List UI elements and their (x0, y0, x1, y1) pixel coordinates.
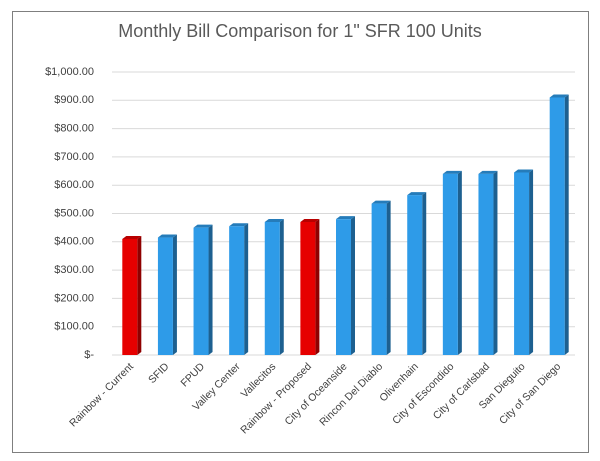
bar (157, 237, 173, 355)
bar-side (279, 218, 284, 355)
bar-top (193, 224, 213, 228)
bar-side (493, 170, 498, 355)
y-tick-label: $500.00 (54, 207, 94, 219)
bar (514, 172, 530, 355)
y-tick-label: $- (84, 349, 94, 361)
bar (442, 173, 458, 355)
y-tick-label: $1,000.00 (45, 66, 94, 78)
bar-top (442, 170, 462, 174)
bar-top (229, 223, 249, 227)
bar-side (315, 218, 320, 355)
bar-top (300, 218, 320, 222)
bar-top (478, 170, 498, 174)
y-tick-label: $900.00 (54, 94, 94, 106)
bar-side (172, 234, 177, 355)
bar-top (549, 94, 569, 98)
bar-side (244, 223, 249, 355)
y-tick-label: $400.00 (54, 236, 94, 248)
y-tick-label: $200.00 (54, 292, 94, 304)
bar-top (371, 200, 391, 204)
bar (229, 226, 245, 355)
y-tick-label: $100.00 (54, 321, 94, 333)
bar-top (122, 235, 142, 239)
bar (264, 221, 280, 355)
y-tick-label: $800.00 (54, 123, 94, 135)
y-tick-label: $600.00 (54, 179, 94, 191)
bar-side (422, 192, 427, 355)
bar-side (208, 224, 213, 355)
bar (300, 221, 316, 355)
bar-top (264, 218, 284, 222)
y-tick-label: $300.00 (54, 264, 94, 276)
bar-side (529, 169, 534, 355)
bar (478, 173, 494, 355)
chart-title: Monthly Bill Comparison for 1" SFR 100 U… (118, 21, 482, 41)
bar (193, 227, 209, 355)
bar-side (564, 94, 569, 355)
bar-top (157, 234, 177, 238)
bar-side (386, 200, 391, 355)
bar-top (514, 169, 534, 173)
bar (336, 219, 351, 355)
bar-top (407, 192, 427, 196)
bar (407, 195, 423, 355)
bar-side (351, 216, 355, 355)
bar (371, 203, 387, 355)
y-tick-label: $700.00 (54, 151, 94, 163)
bar-top (336, 216, 355, 220)
bar (549, 97, 565, 355)
bar-side (457, 170, 462, 355)
bar-side (137, 235, 142, 355)
bar (122, 238, 138, 355)
